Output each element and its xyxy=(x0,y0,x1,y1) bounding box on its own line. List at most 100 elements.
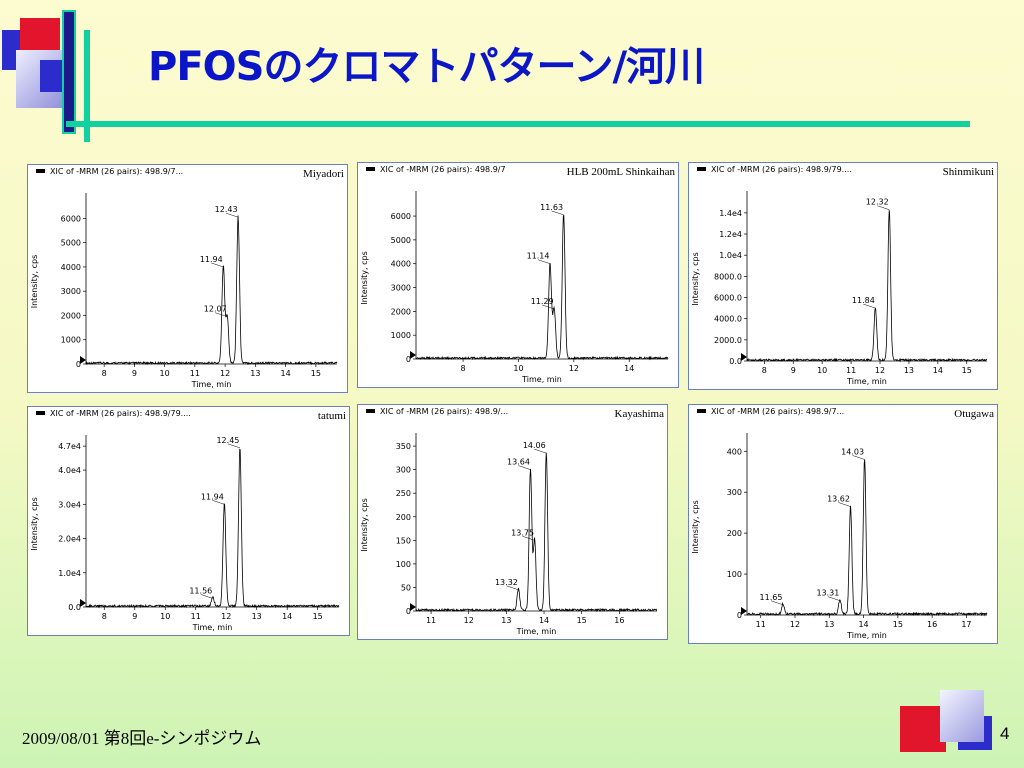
x-tick-label: 10 xyxy=(817,366,827,375)
y-tick-label: 4.7e4 xyxy=(58,442,81,451)
peak-label: 11.56 xyxy=(189,586,212,595)
x-tick-label: 8 xyxy=(762,366,767,375)
peak-leader xyxy=(542,304,555,310)
header-marker xyxy=(36,169,45,173)
y-tick-label: 1.2e4 xyxy=(719,230,742,239)
baseline-marker xyxy=(410,603,416,611)
x-tick-label: 12 xyxy=(569,364,579,373)
y-tick-label: 3000 xyxy=(391,284,411,293)
y-tick-label: 0 xyxy=(76,360,81,369)
chart-panel-miyadori: XIC of -MRM (26 pairs): 498.9/7... Miyado… xyxy=(27,164,348,393)
x-tick-label: 15 xyxy=(893,620,903,629)
peak-leader xyxy=(522,536,535,541)
chromatogram-trace xyxy=(85,448,340,609)
x-axis-label: Time, min xyxy=(516,627,557,636)
x-tick-label: 15 xyxy=(962,366,972,375)
y-tick-label: 1000 xyxy=(61,336,81,345)
chart-header-text: XIC of -MRM (26 pairs): 498.9/7... xyxy=(711,407,844,416)
peak-label: 12.45 xyxy=(216,436,239,445)
y-tick-label: 50 xyxy=(401,583,411,592)
x-tick-label: 12 xyxy=(464,616,474,625)
baseline-marker xyxy=(80,356,86,364)
chart-svg-2: XIC of -MRM (26 pairs): 498.9/7 HLB 200mL… xyxy=(360,165,675,384)
y-tick-label: 350 xyxy=(396,442,411,451)
peak-label: 11.63 xyxy=(540,203,563,212)
y-tick-label: 3000 xyxy=(61,287,81,296)
peak-label: 11.94 xyxy=(201,492,224,501)
y-tick-label: 1.4e4 xyxy=(719,209,742,218)
y-tick-label: 2000 xyxy=(391,307,411,316)
chart-header-text: XIC of -MRM (26 pairs): 498.9/79.... xyxy=(711,165,852,174)
y-tick-label: 8000.0 xyxy=(714,272,742,281)
peak-leader xyxy=(877,205,890,210)
y-axis-label: Intensity, cps xyxy=(30,497,39,551)
peak-label: 13.62 xyxy=(827,495,850,504)
peak-label: 12.32 xyxy=(866,198,889,207)
chromatogram-trace xyxy=(85,215,338,366)
y-tick-label: 1.0e4 xyxy=(719,251,742,260)
x-tick-label: 10 xyxy=(160,369,170,378)
x-axis-label: Time, min xyxy=(192,623,233,632)
title-underline xyxy=(66,121,970,127)
header-marker xyxy=(697,167,706,171)
page-number: 4 xyxy=(1000,724,1010,743)
peak-leader xyxy=(852,455,865,460)
chart-svg-4: XIC of -MRM (26 pairs): 498.9/79.... tatu… xyxy=(30,409,346,632)
x-axis-label: Time, min xyxy=(846,377,887,386)
x-tick-label: 8 xyxy=(461,364,466,373)
x-tick-label: 15 xyxy=(311,369,321,378)
y-tick-label: 150 xyxy=(396,536,411,545)
chromatogram-trace xyxy=(746,459,988,617)
x-tick-label: 14 xyxy=(282,612,292,621)
x-tick-label: 14 xyxy=(280,369,290,378)
chart-panel-kayashima: XIC of -MRM (26 pairs): 498.9/... Kayashi… xyxy=(357,404,668,640)
y-axis-label: Intensity, cps xyxy=(30,255,39,309)
deco-square-pale-bottom xyxy=(940,690,984,742)
y-tick-label: 2.0e4 xyxy=(58,535,81,544)
peak-label: 11.29 xyxy=(531,297,554,306)
y-tick-label: 100 xyxy=(396,560,411,569)
footer-date-event: 2009/08/01 第8回e-シンポジウム xyxy=(22,729,262,748)
x-tick-label: 11 xyxy=(756,620,766,629)
peak-leader xyxy=(211,262,224,268)
y-tick-label: 4000 xyxy=(61,263,81,272)
peak-leader xyxy=(863,303,876,309)
x-tick-label: 13 xyxy=(904,366,914,375)
peak-leader xyxy=(551,210,564,216)
x-tick-label: 8 xyxy=(102,369,107,378)
peak-leader xyxy=(200,594,213,599)
x-tick-label: 13 xyxy=(250,369,260,378)
peak-leader xyxy=(518,465,531,470)
y-tick-label: 0 xyxy=(406,355,411,364)
chart-panel-shinkaihan: XIC of -MRM (26 pairs): 498.9/7 HLB 200mL… xyxy=(357,162,679,388)
y-tick-label: 200 xyxy=(396,513,411,522)
chart-header-text: XIC of -MRM (26 pairs): 498.9/7... xyxy=(50,167,183,176)
chromatogram-trace xyxy=(415,214,669,361)
x-tick-label: 12 xyxy=(220,369,230,378)
deco-vertical-bar xyxy=(62,10,76,134)
baseline-marker xyxy=(80,599,86,607)
deco-vertical-line xyxy=(84,30,90,142)
x-tick-label: 13 xyxy=(501,616,511,625)
x-tick-label: 15 xyxy=(313,612,323,621)
y-tick-label: 300 xyxy=(727,488,742,497)
header-marker xyxy=(366,409,375,413)
x-tick-label: 12 xyxy=(875,366,885,375)
chart-svg-3: XIC of -MRM (26 pairs): 498.9/79.... Shin… xyxy=(691,165,994,386)
peak-label: 14.03 xyxy=(841,447,864,456)
x-tick-label: 13 xyxy=(824,620,834,629)
peak-leader xyxy=(226,212,239,218)
peak-label: 14.06 xyxy=(523,441,546,450)
y-tick-label: 4000 xyxy=(391,260,411,269)
x-tick-label: 12 xyxy=(790,620,800,629)
y-tick-label: 5000 xyxy=(61,239,81,248)
x-tick-label: 9 xyxy=(132,369,137,378)
peak-leader xyxy=(227,443,241,449)
peak-leader xyxy=(534,448,547,454)
y-tick-label: 6000 xyxy=(61,214,81,223)
chart-panel-otugawa: XIC of -MRM (26 pairs): 498.9/7... Otugaw… xyxy=(688,404,998,644)
y-tick-label: 250 xyxy=(396,489,411,498)
y-tick-label: 5000 xyxy=(391,236,411,245)
chart-panel-shinmikuni: XIC of -MRM (26 pairs): 498.9/79.... Shin… xyxy=(688,162,998,390)
y-tick-label: 400 xyxy=(727,447,742,456)
